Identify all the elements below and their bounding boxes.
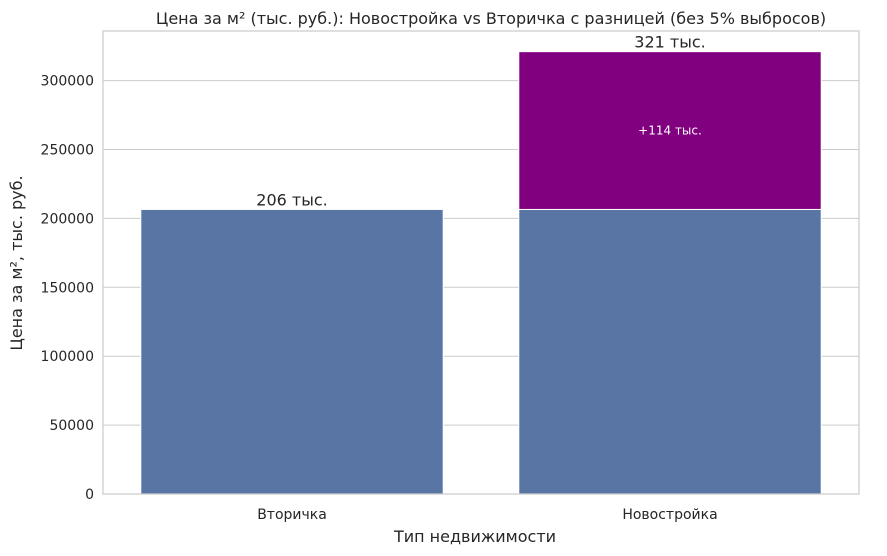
bar-labels: 206 тыс. 321 тыс. +114 тыс.: [256, 33, 705, 210]
x-tick-label: Вторичка: [257, 507, 327, 523]
bars: [140, 51, 822, 495]
bar-value-label: 321 тыс.: [634, 33, 705, 52]
bar: [518, 208, 822, 495]
chart-title: Цена за м² (тыс. руб.): Новостройка vs В…: [156, 9, 826, 28]
y-tick-label: 200000: [41, 211, 94, 227]
x-axis-ticks: Вторичка Новостройка: [257, 507, 717, 523]
difference-bar: [518, 51, 822, 210]
x-axis-label: Тип недвижимости: [393, 527, 556, 546]
bar-value-label: 206 тыс.: [256, 190, 327, 209]
y-tick-label: 0: [85, 487, 94, 503]
y-axis-label: Цена за м², тыс. руб.: [7, 175, 26, 350]
y-tick-label: 50000: [49, 418, 94, 434]
y-tick-label: 100000: [41, 349, 94, 365]
plot-frame: [102, 30, 860, 495]
bar: [140, 208, 444, 495]
y-tick-label: 300000: [41, 74, 94, 90]
y-tick-label: 150000: [41, 280, 94, 296]
y-tick-label: 250000: [41, 143, 94, 159]
x-tick-label: Новостройка: [622, 507, 717, 523]
y-axis-ticks: 0 50000 100000 150000 200000 250000 300000: [41, 74, 94, 503]
difference-label: +114 тыс.: [638, 124, 702, 138]
